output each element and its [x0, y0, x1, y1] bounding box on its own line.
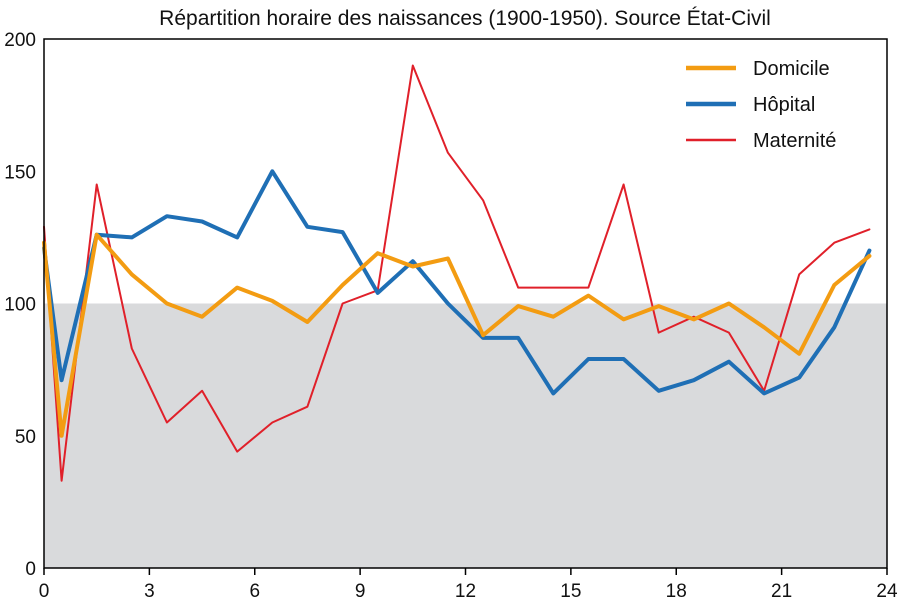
chart-title: Répartition horaire des naissances (1900… — [159, 7, 771, 30]
x-tick-label: 9 — [355, 581, 366, 602]
series-line-hopital — [42, 169, 872, 396]
legend: Domicile Hôpital Maternité — [686, 58, 836, 152]
y-tick-label: 0 — [25, 559, 36, 580]
legend-label-domicile: Domicile — [753, 58, 830, 80]
x-tick-label: 0 — [39, 581, 50, 602]
series-line-domicile — [42, 232, 872, 438]
series-line-maternite — [43, 64, 871, 482]
x-tick-label: 24 — [876, 581, 898, 602]
x-tick-label: 15 — [560, 581, 581, 602]
y-tick-label: 100 — [4, 295, 36, 316]
y-axis-ticks: 0 50 100 150 200 — [4, 30, 36, 580]
plot-frame — [43, 38, 888, 569]
x-axis-ticks: 0 3 6 9 12 15 18 21 24 — [39, 568, 898, 602]
legend-label-hopital: Hôpital — [753, 94, 815, 116]
y-tick-label: 150 — [4, 162, 36, 183]
series-lines — [42, 64, 872, 482]
legend-label-maternite: Maternité — [753, 130, 836, 152]
y-tick-label: 50 — [15, 427, 36, 448]
x-tick-label: 18 — [666, 581, 687, 602]
x-tick-label: 21 — [771, 581, 792, 602]
y-tick-label: 200 — [4, 30, 36, 51]
x-tick-label: 12 — [455, 581, 476, 602]
x-tick-label: 3 — [144, 581, 155, 602]
reference-band — [44, 303, 887, 568]
x-tick-label: 6 — [249, 581, 260, 602]
